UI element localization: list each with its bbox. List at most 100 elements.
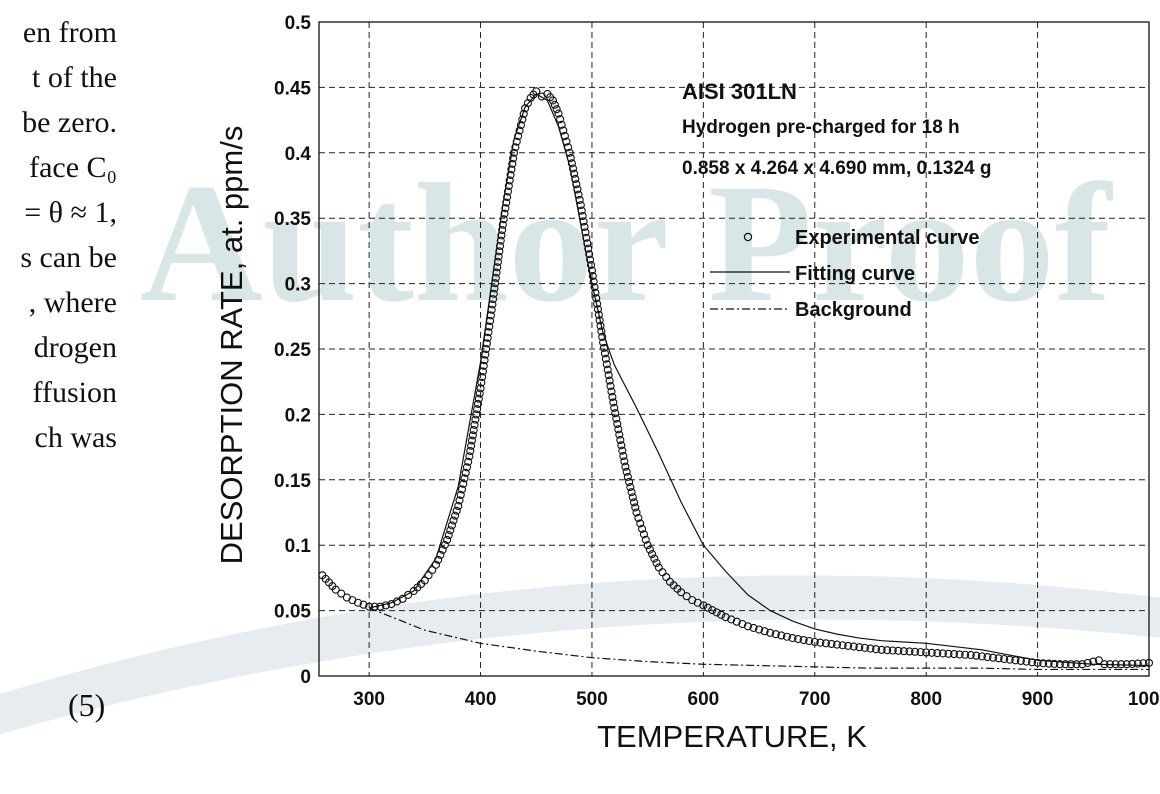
data-point xyxy=(652,558,661,568)
data-point xyxy=(552,105,561,114)
data-point xyxy=(1011,656,1020,665)
x-tick-label: 900 xyxy=(1022,689,1054,710)
data-point xyxy=(619,451,628,461)
data-point xyxy=(431,560,441,569)
y-tick-label: 0.3 xyxy=(285,275,311,296)
data-point xyxy=(871,645,881,654)
data-point xyxy=(1128,659,1137,668)
data-point xyxy=(682,592,691,601)
data-point xyxy=(827,639,836,649)
plot-frame xyxy=(318,21,1150,677)
data-point xyxy=(515,126,524,135)
data-point xyxy=(615,430,624,439)
data-point xyxy=(1083,658,1092,667)
body-text-line: face C₀ xyxy=(29,151,117,184)
data-point xyxy=(883,646,892,655)
data-point xyxy=(605,376,614,385)
data-point xyxy=(944,649,953,658)
body-text-line: be zero. xyxy=(22,106,117,139)
data-point xyxy=(590,283,599,292)
data-point xyxy=(622,467,631,476)
y-tick-label: 0 xyxy=(300,667,311,688)
data-point xyxy=(455,496,464,505)
data-point xyxy=(611,409,620,418)
series-experimental xyxy=(318,87,1154,669)
data-point xyxy=(617,441,626,450)
data-point xyxy=(677,588,686,597)
data-point xyxy=(499,215,508,224)
data-point xyxy=(601,354,610,363)
data-point xyxy=(404,590,413,599)
data-point xyxy=(1055,660,1064,669)
data-point xyxy=(473,399,483,408)
data-point xyxy=(866,644,875,653)
equation-number: (5) xyxy=(68,687,106,723)
data-point xyxy=(1122,660,1131,669)
data-point xyxy=(838,641,847,650)
data-point xyxy=(712,608,721,617)
data-point xyxy=(983,652,992,662)
data-point xyxy=(509,154,518,163)
data-point xyxy=(816,638,825,647)
data-point xyxy=(766,628,775,637)
data-point xyxy=(855,643,864,652)
data-point xyxy=(1050,659,1059,668)
data-point xyxy=(608,392,617,402)
data-point xyxy=(621,462,630,471)
legend-label-experimental: Experimental curve xyxy=(795,227,980,249)
data-point xyxy=(509,148,519,157)
data-point xyxy=(631,503,640,512)
data-point xyxy=(585,250,594,259)
data-point xyxy=(849,642,858,651)
data-point xyxy=(628,493,637,502)
data-point xyxy=(727,615,736,624)
data-point xyxy=(977,652,986,661)
data-point xyxy=(461,468,470,477)
data-point xyxy=(475,389,484,398)
data-point xyxy=(598,332,607,341)
data-point xyxy=(469,426,478,435)
data-point xyxy=(428,566,437,575)
series-layer xyxy=(318,87,1154,671)
data-point xyxy=(594,310,603,319)
data-point xyxy=(810,637,819,647)
data-point xyxy=(1000,654,1009,664)
data-point xyxy=(799,635,808,645)
data-point xyxy=(568,164,578,173)
data-point xyxy=(844,641,853,650)
data-point xyxy=(1072,660,1081,669)
data-point xyxy=(353,598,363,607)
data-point xyxy=(749,623,758,632)
data-point xyxy=(782,632,791,641)
data-point xyxy=(474,394,483,403)
data-point xyxy=(1066,660,1076,669)
body-text-line: en from xyxy=(22,16,117,49)
data-point xyxy=(650,554,659,563)
data-point xyxy=(449,516,458,525)
data-point xyxy=(477,378,486,387)
data-point xyxy=(805,636,814,646)
x-axis: 300 400 500 600 700 800 900 1000 xyxy=(353,689,1160,710)
data-point xyxy=(638,524,647,533)
data-point xyxy=(636,519,645,528)
data-point xyxy=(610,403,619,412)
data-point xyxy=(888,646,897,655)
data-point xyxy=(516,120,525,130)
data-point xyxy=(1033,658,1042,667)
data-point xyxy=(451,511,460,520)
data-point xyxy=(755,625,764,634)
data-point xyxy=(708,606,717,615)
data-point xyxy=(634,513,643,523)
watermark-swoosh xyxy=(0,575,1160,735)
data-point xyxy=(972,651,981,660)
data-point xyxy=(961,650,970,659)
y-tick-label: 0.5 xyxy=(285,13,312,34)
data-point xyxy=(632,508,641,517)
data-point xyxy=(472,410,481,419)
data-point xyxy=(609,398,618,407)
data-point xyxy=(703,603,712,612)
data-point xyxy=(623,472,632,481)
data-point xyxy=(505,176,514,185)
data-point xyxy=(586,261,596,270)
